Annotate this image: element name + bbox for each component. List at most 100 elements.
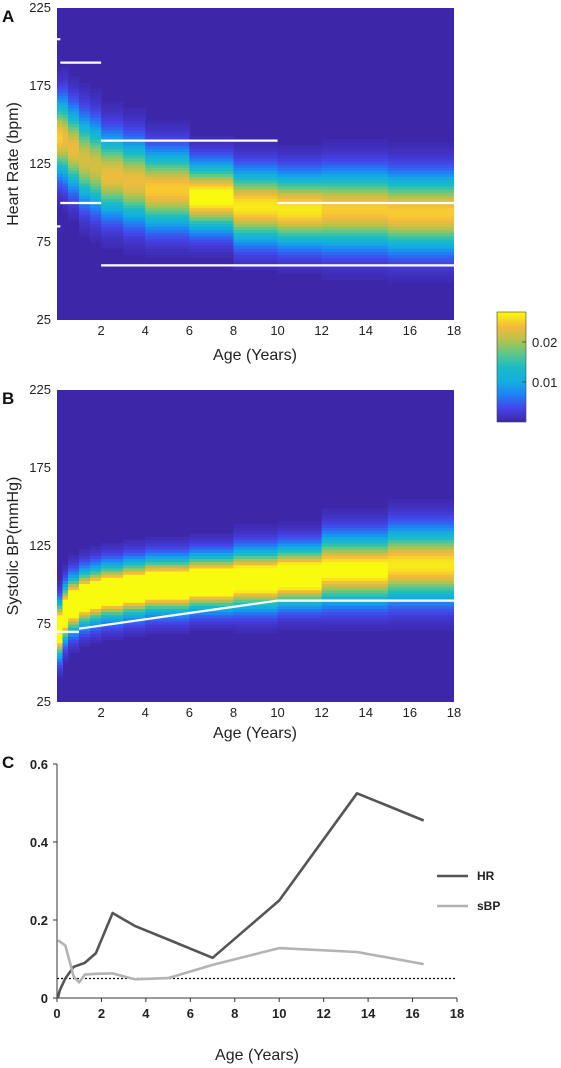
density-cell (387, 611, 454, 616)
density-cell (62, 570, 69, 575)
density-cell (321, 602, 389, 606)
density-cell (277, 533, 323, 538)
density-cell (57, 655, 64, 659)
density-cell (277, 586, 323, 591)
density-cell (79, 123, 91, 128)
density-cell (62, 627, 69, 631)
density-cell (79, 220, 91, 224)
x-tick-label: 2 (97, 705, 104, 720)
density-cell (387, 173, 454, 178)
density-cell (123, 192, 146, 196)
density-cell (68, 204, 80, 209)
density-cell (387, 223, 454, 227)
x-tick-label: 12 (314, 705, 328, 720)
density-cell (79, 107, 91, 112)
density-cell (123, 210, 146, 215)
density-cell (189, 195, 235, 199)
density-column (189, 533, 235, 631)
density-cell (123, 599, 146, 603)
density-cell (79, 636, 91, 641)
density-cell (101, 561, 124, 566)
density-cell (57, 611, 64, 616)
density-cell (233, 620, 279, 625)
density-cell (90, 101, 102, 106)
density-cell (277, 232, 323, 237)
density-cell (101, 192, 124, 196)
density-cell (79, 154, 91, 159)
density-cell (79, 223, 91, 227)
density-cell (101, 207, 124, 212)
density-cell (277, 223, 323, 227)
density-cell (90, 229, 102, 234)
density-cell (387, 279, 454, 284)
density-cell (233, 173, 279, 178)
density-cell (145, 226, 190, 231)
density-cell (145, 558, 190, 563)
density-cell (233, 223, 279, 227)
density-cell (90, 580, 102, 585)
density-cell (123, 223, 146, 227)
density-cell (62, 207, 69, 212)
density-cell (90, 98, 102, 103)
density-cell (189, 549, 235, 553)
density-cell (101, 160, 124, 165)
density-cell (123, 242, 146, 246)
density-column (387, 499, 454, 631)
density-cell (68, 608, 80, 613)
density-cell (321, 567, 389, 572)
density-cell (145, 586, 190, 591)
density-cell (90, 210, 102, 215)
density-cell (101, 620, 124, 625)
density-cell (321, 254, 389, 259)
density-cell (189, 248, 235, 252)
density-cell (90, 633, 102, 638)
density-cell (57, 204, 64, 209)
density-cell (79, 160, 91, 165)
density-cell (101, 129, 124, 134)
density-cell (62, 164, 69, 168)
density-cell (68, 135, 80, 140)
density-cell (321, 608, 389, 613)
density-cell (233, 192, 279, 196)
density-cell (57, 182, 64, 187)
density-cell (101, 117, 124, 121)
density-cell (387, 229, 454, 234)
density-cell (123, 226, 146, 231)
density-cell (145, 182, 190, 187)
density-cell (68, 79, 80, 84)
panel-c-ticks: 0 2 4 6 8 10 12 14 16 18 0 0.2 0.4 0.6 (30, 757, 464, 1021)
density-cell (145, 608, 190, 613)
density-cell (387, 213, 454, 218)
density-cell (101, 570, 124, 575)
density-cell (90, 157, 102, 162)
density-cell (189, 617, 235, 622)
density-cell (145, 599, 190, 603)
density-cell (62, 176, 69, 181)
density-cell (321, 226, 389, 231)
density-cell (233, 580, 279, 585)
density-cell (145, 126, 190, 131)
density-cell (123, 213, 146, 218)
density-cell (62, 658, 69, 663)
density-cell (57, 664, 64, 669)
density-cell (57, 92, 64, 96)
density-cell (145, 542, 190, 547)
density-cell (79, 132, 91, 137)
density-cell (79, 229, 91, 234)
density-cell (321, 217, 389, 221)
y-tick-label: 75 (37, 616, 51, 631)
density-cell (189, 207, 235, 212)
density-cell (387, 192, 454, 196)
density-cell (233, 608, 279, 613)
y-tick-label: 25 (37, 694, 51, 709)
density-cell (90, 567, 102, 572)
density-cell (68, 176, 80, 181)
density-cell (62, 89, 69, 93)
density-cell (123, 583, 146, 588)
density-cell (387, 232, 454, 237)
density-cell (62, 574, 69, 578)
density-cell (277, 148, 323, 153)
density-cell (387, 195, 454, 199)
density-cell (145, 179, 190, 184)
